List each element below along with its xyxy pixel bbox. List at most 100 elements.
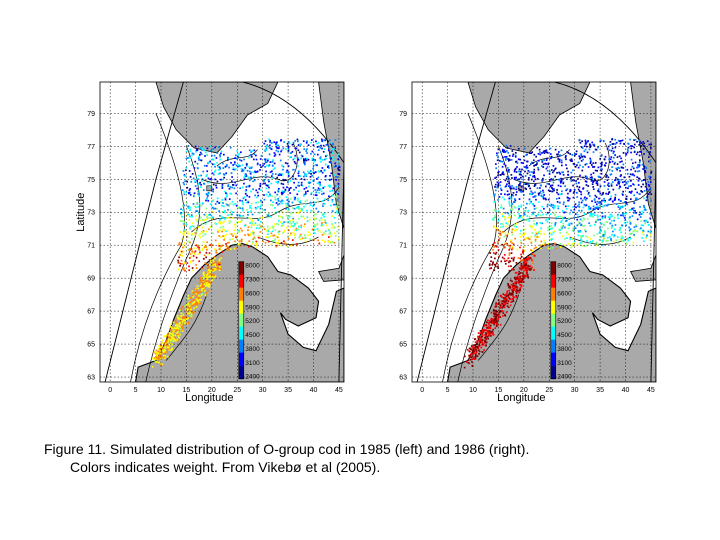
y-tick-label: 75 — [87, 177, 95, 184]
colorbar-swatch — [238, 326, 244, 341]
colorbar-swatch — [550, 313, 556, 328]
depth-contour — [165, 294, 208, 361]
depth-contour — [477, 294, 520, 361]
x-tick-label: 20 — [520, 387, 528, 394]
y-tick-label: 69 — [87, 276, 95, 283]
colorbar-label: 4500 — [557, 332, 572, 339]
x-axis-title: Longitude — [185, 392, 233, 404]
grid-lines — [412, 82, 656, 382]
colorbar-label: 6600 — [557, 290, 572, 297]
plot-frame — [411, 81, 657, 383]
y-tick-label: 79 — [87, 111, 95, 118]
colorbar-frame — [550, 261, 557, 380]
svalbard-land — [155, 82, 279, 154]
x-tick-label: 5 — [134, 387, 138, 394]
novaya-zemlya — [630, 82, 656, 229]
kanin-land — [317, 254, 344, 282]
colorbar-swatch — [550, 352, 556, 367]
colorbar-swatch — [550, 274, 556, 289]
depth-contour — [503, 187, 652, 233]
plot-frame — [99, 81, 345, 383]
map-area — [104, 82, 344, 382]
x-tick-label: 10 — [157, 387, 165, 394]
map-panel-1985: 79 77 75 73 71 69 67 65 63 0 5 10 15 20 25 30 35 40 45 Long… — [75, 80, 348, 404]
colorbar-label: 2400 — [557, 374, 572, 381]
x-tick-label: 30 — [259, 387, 267, 394]
x-tick-label: 40 — [310, 387, 318, 394]
colorbar-label: 8000 — [245, 263, 260, 270]
colorbar-swatch — [238, 365, 244, 380]
colorbar-swatch — [550, 326, 556, 341]
colorbar-label: 6600 — [245, 290, 260, 297]
colorbar-label: 2400 — [245, 374, 260, 381]
x-tick-label: 35 — [596, 387, 604, 394]
colorbar: 8000 7300 6600 5900 5200 4500 3800 3100 2400 — [238, 261, 260, 381]
x-tick-label: 15 — [495, 387, 503, 394]
y-tick-label: 63 — [399, 375, 407, 382]
colorbar-swatch — [238, 287, 244, 302]
colorbar-swatch — [238, 274, 244, 289]
x-tick-label: 5 — [446, 387, 450, 394]
x-tick-label: 0 — [420, 387, 424, 394]
particle-layer — [151, 138, 341, 368]
colorbar-label: 7300 — [245, 277, 260, 284]
figure-caption: Figure 11. Simulated distribution of O-g… — [44, 440, 704, 476]
colorbar-swatch — [550, 339, 556, 354]
x-tick-label: 30 — [571, 387, 579, 394]
colorbar-label: 5200 — [557, 318, 572, 325]
x-tick-label: 45 — [647, 387, 655, 394]
colorbar: 8000 7300 6600 5900 5200 4500 3800 3100 2400 — [550, 261, 572, 381]
y-tick-label: 71 — [399, 243, 407, 250]
grid-lines — [100, 82, 344, 382]
colorbar-swatch — [238, 313, 244, 328]
svalbard-land — [467, 82, 591, 154]
x-axis-title: Longitude — [497, 392, 545, 404]
y-tick-label: 77 — [399, 144, 407, 151]
x-tick-label: 15 — [183, 387, 191, 394]
colorbar-label: 7300 — [557, 277, 572, 284]
colorbar-swatch — [238, 339, 244, 354]
colorbar-label: 5200 — [245, 318, 260, 325]
colorbar-label: 3800 — [245, 346, 260, 353]
map-panel-1986: 79 77 75 73 71 69 67 65 63 0 5 10 15 20 25 30 35 40 45 Long… — [390, 80, 660, 404]
map-1985: 79 77 75 73 71 69 67 65 63 0 5 10 15 20 25 30 35 40 45 Long… — [75, 81, 345, 404]
colorbar-swatch — [238, 300, 244, 315]
y-tick-label: 67 — [399, 309, 407, 316]
colorbar-swatch — [238, 352, 244, 367]
y-tick-label: 65 — [87, 342, 95, 349]
colorbar-label: 8000 — [557, 263, 572, 270]
x-tick-label: 25 — [545, 387, 553, 394]
kanin-land — [629, 254, 656, 282]
caption-line-1: Figure 11. Simulated distribution of O-g… — [44, 441, 530, 457]
colorbar-swatch — [238, 261, 244, 276]
y-tick-label: 67 — [87, 309, 95, 316]
x-tick-label: 20 — [208, 387, 216, 394]
y-tick-label: 79 — [399, 111, 407, 118]
map-area — [416, 82, 656, 382]
x-tick-label: 10 — [469, 387, 477, 394]
caption-line-2: Colors indicates weight. From Vikebø et … — [70, 459, 381, 475]
y-tick-label: 73 — [399, 210, 407, 217]
x-tick-label: 25 — [233, 387, 241, 394]
colorbar-swatch — [550, 365, 556, 380]
colorbar-swatch — [550, 300, 556, 315]
x-tick-label: 45 — [335, 387, 343, 394]
colorbar-frame — [238, 261, 245, 380]
colorbar-label: 3100 — [557, 360, 572, 367]
x-tick-label: 35 — [284, 387, 292, 394]
colorbar-swatch — [550, 261, 556, 276]
map-1986: 79 77 75 73 71 69 67 65 63 0 5 10 15 20 25 30 35 40 45 Long… — [399, 81, 657, 404]
y-tick-label: 63 — [87, 375, 95, 382]
colorbar-swatch — [550, 287, 556, 302]
depth-contour — [216, 149, 258, 167]
depth-contour — [201, 142, 298, 184]
y-tick-label: 69 — [399, 276, 407, 283]
y-tick-label: 73 — [87, 210, 95, 217]
colorbar-label: 3100 — [245, 360, 260, 367]
colorbar-label: 5900 — [245, 304, 260, 311]
x-tick-label: 0 — [108, 387, 112, 394]
y-tick-label: 75 — [399, 177, 407, 184]
colorbar-label: 3800 — [557, 346, 572, 353]
y-tick-label: 77 — [87, 144, 95, 151]
y-axis-title: Latitude — [75, 193, 87, 232]
